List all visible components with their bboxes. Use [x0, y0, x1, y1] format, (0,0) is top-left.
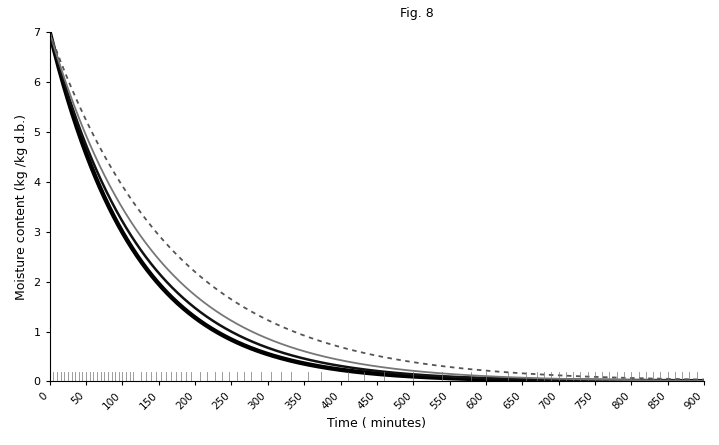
- X-axis label: Time ( minutes): Time ( minutes): [327, 417, 426, 430]
- Text: Fig. 8: Fig. 8: [400, 7, 434, 20]
- Y-axis label: Moisture content (kg /kg d.b.): Moisture content (kg /kg d.b.): [15, 114, 28, 300]
